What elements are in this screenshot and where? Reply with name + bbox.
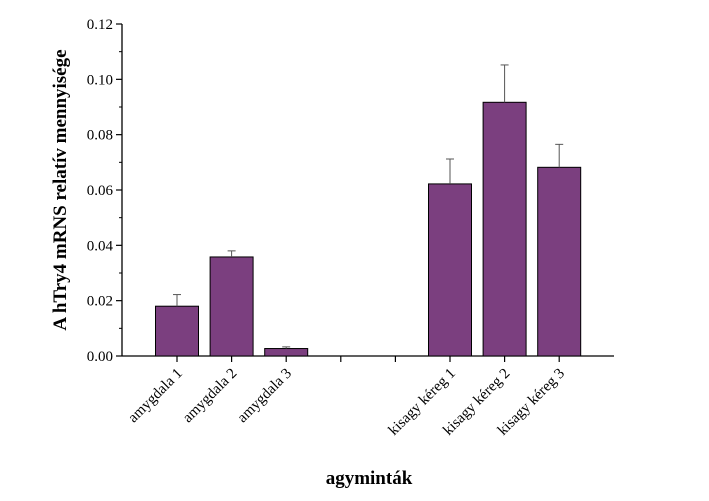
y-axis-title: A hTry4 mRNS relatív mennyisége: [50, 49, 71, 330]
y-tick-label: 0.02: [87, 294, 113, 310]
bars: [155, 101, 582, 357]
y-tick-label: 0.10: [87, 72, 113, 88]
y-axis: 0.00 0.02 0.04 0.06 0.08 0.10 0.12: [87, 17, 123, 365]
y-tick-label: 0.00: [87, 349, 113, 365]
bar: [264, 348, 309, 357]
error-bars: [173, 64, 564, 349]
y-tick-label: 0.12: [87, 17, 113, 33]
y-tick-label: 0.08: [87, 128, 113, 144]
x-tick-label: amygdala 2: [180, 366, 241, 427]
bar: [428, 183, 472, 357]
x-tick-label: amygdala 3: [235, 366, 296, 427]
bar: [155, 305, 199, 357]
bar: [482, 101, 527, 357]
bar: [209, 256, 254, 357]
y-tick-label: 0.04: [87, 238, 114, 254]
x-tick-label: amygdala 1: [125, 366, 186, 427]
bar: [537, 166, 582, 357]
x-axis-title: agyminták: [326, 468, 413, 489]
y-tick-label: 0.06: [87, 183, 114, 199]
